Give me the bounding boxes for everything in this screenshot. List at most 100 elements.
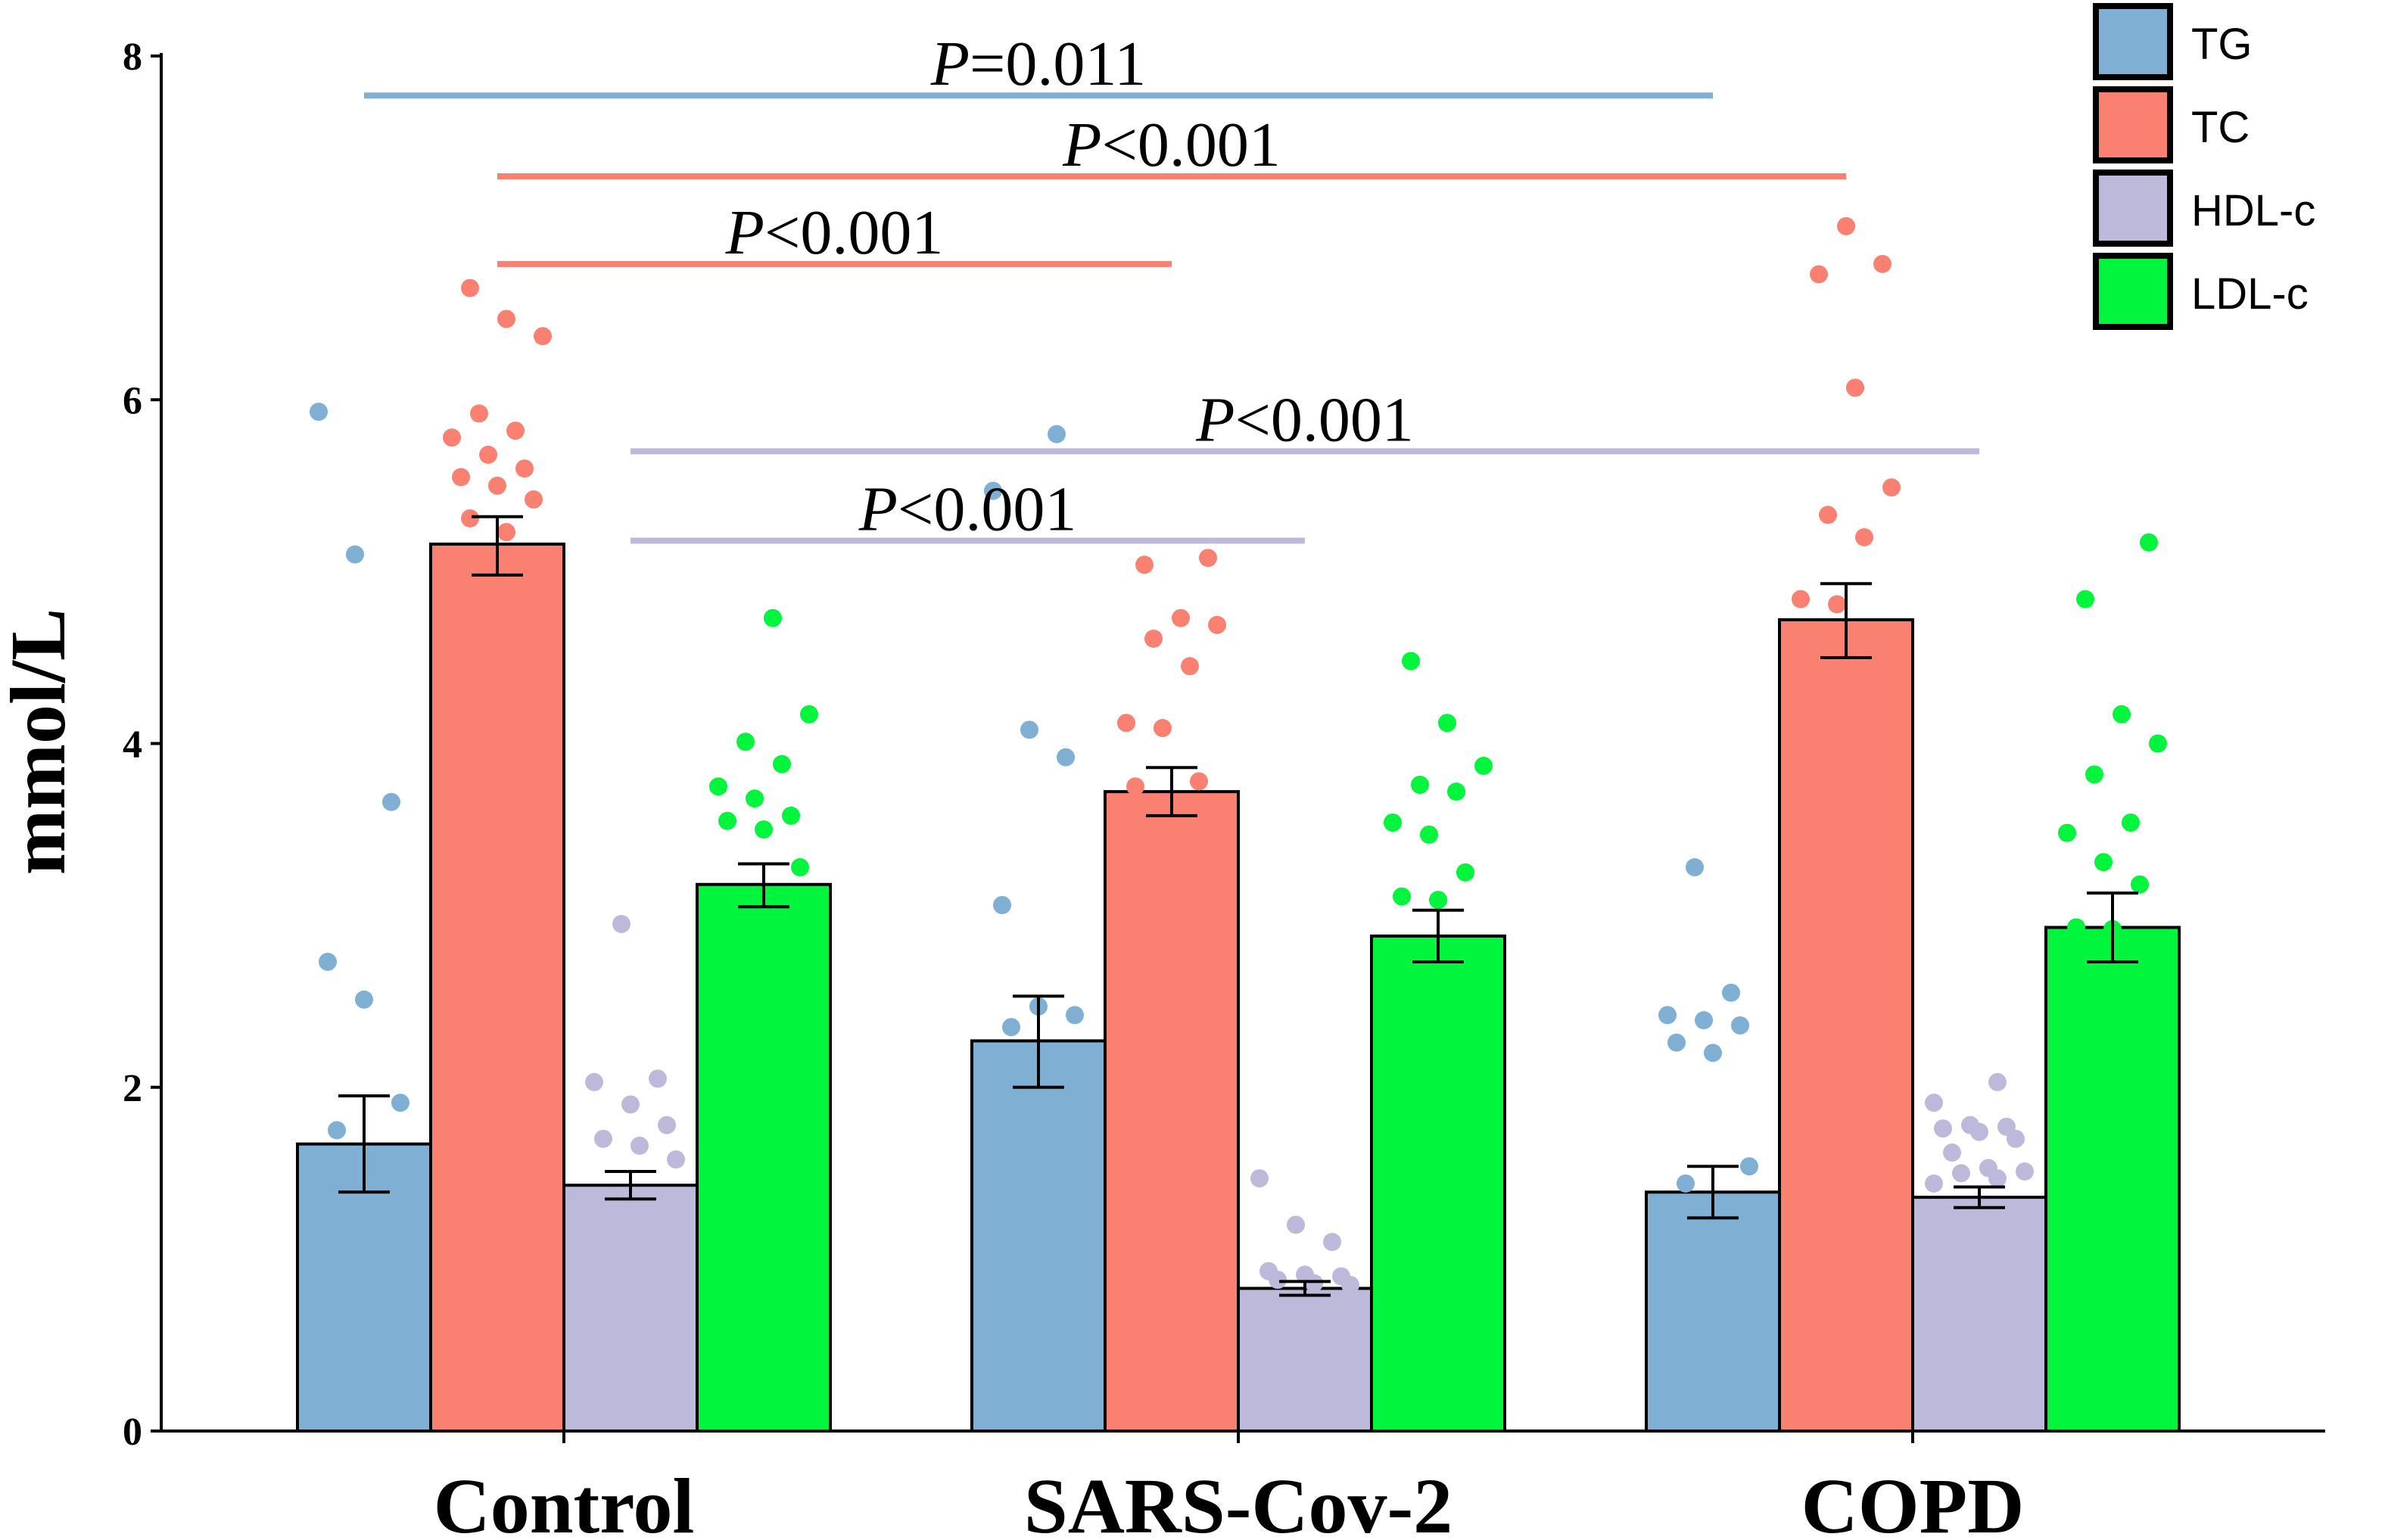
data-point bbox=[1855, 527, 1873, 546]
data-point bbox=[1819, 506, 1837, 524]
data-point bbox=[1420, 825, 1438, 844]
data-point bbox=[993, 895, 1011, 914]
legend-label: TC bbox=[2191, 103, 2250, 152]
data-point bbox=[1341, 1275, 1359, 1294]
bar-tc bbox=[1778, 618, 1914, 1433]
data-point bbox=[1305, 1274, 1323, 1293]
data-point bbox=[1135, 555, 1154, 574]
bar-tc bbox=[429, 543, 565, 1433]
data-point bbox=[2058, 823, 2076, 842]
p-value-label: P<0.001 bbox=[1195, 384, 1414, 455]
data-point bbox=[1731, 1016, 1749, 1034]
data-point bbox=[1846, 378, 1864, 397]
data-point bbox=[1048, 425, 1066, 443]
data-point bbox=[1411, 776, 1429, 795]
bar-ldl-c bbox=[1370, 934, 1506, 1433]
data-point bbox=[594, 1129, 612, 1148]
data-point bbox=[1810, 265, 1828, 284]
significance-annotations: P=0.011 P<0.001 P<0.001 P<0.001 P<0.001 bbox=[364, 29, 1979, 544]
data-point bbox=[1873, 254, 1891, 273]
data-point bbox=[1190, 772, 1208, 791]
y-tick-label: 4 bbox=[123, 723, 142, 767]
y-tick-label: 6 bbox=[123, 379, 142, 422]
y-axis-label: mmol/L bbox=[0, 608, 82, 875]
data-point bbox=[346, 545, 364, 564]
data-point bbox=[585, 1072, 603, 1091]
data-point bbox=[1066, 1006, 1084, 1025]
error-bars bbox=[338, 515, 2138, 1297]
data-point bbox=[1181, 657, 1199, 676]
data-point bbox=[461, 278, 479, 297]
data-point bbox=[355, 990, 373, 1009]
y-tick-label: 2 bbox=[123, 1067, 142, 1110]
x-tick-label: SARS-Cov-2 bbox=[1024, 1463, 1452, 1540]
bar-tg bbox=[1645, 1190, 1781, 1433]
data-point bbox=[1952, 1164, 1970, 1183]
legend: TG TC HDL-c LDL-c bbox=[2093, 3, 2315, 330]
data-point bbox=[1323, 1233, 1341, 1252]
legend-swatch bbox=[2093, 86, 2173, 163]
bar-ldl-c bbox=[2044, 926, 2181, 1433]
data-point bbox=[630, 1136, 649, 1155]
data-point bbox=[525, 490, 543, 509]
bar-hdl-c bbox=[562, 1184, 699, 1433]
data-point bbox=[1172, 608, 1190, 627]
data-point bbox=[2067, 918, 2085, 937]
data-point bbox=[709, 777, 727, 796]
data-point bbox=[1740, 1157, 1758, 1176]
data-point bbox=[1144, 629, 1163, 648]
bar-hdl-c bbox=[1911, 1196, 2047, 1433]
bar-hdl-c bbox=[1237, 1286, 1373, 1433]
data-point bbox=[1837, 216, 1855, 235]
data-point bbox=[1925, 1094, 1943, 1112]
data-points bbox=[310, 216, 2167, 1294]
x-tick-label: COPD bbox=[1801, 1463, 2025, 1540]
data-point bbox=[791, 858, 809, 877]
data-point bbox=[718, 811, 736, 830]
data-point bbox=[497, 523, 515, 542]
data-point bbox=[2085, 765, 2103, 784]
data-point bbox=[1695, 1011, 1713, 1030]
data-point bbox=[391, 1094, 409, 1112]
data-point bbox=[488, 476, 506, 495]
data-point bbox=[782, 806, 800, 825]
data-point bbox=[2140, 533, 2158, 552]
data-point bbox=[1154, 719, 1172, 738]
data-point bbox=[1208, 615, 1226, 634]
data-point bbox=[736, 733, 755, 751]
data-point bbox=[1269, 1271, 1287, 1290]
data-point bbox=[2007, 1129, 2025, 1148]
data-point bbox=[1287, 1215, 1305, 1234]
data-point bbox=[800, 705, 818, 723]
p-value-label: P<0.001 bbox=[1062, 110, 1281, 180]
data-point bbox=[497, 310, 515, 328]
data-point bbox=[443, 428, 461, 447]
bars bbox=[296, 543, 2181, 1433]
data-point bbox=[319, 952, 337, 971]
data-point bbox=[479, 445, 497, 464]
y-tick-label: 8 bbox=[123, 36, 142, 79]
data-point bbox=[1925, 1174, 1943, 1193]
data-point bbox=[612, 914, 630, 933]
data-point bbox=[2016, 1162, 2034, 1181]
data-point bbox=[534, 327, 552, 346]
data-point bbox=[667, 1150, 685, 1169]
data-point bbox=[1828, 595, 1846, 614]
legend-swatch bbox=[2093, 3, 2173, 80]
bar-tc bbox=[1104, 790, 1240, 1433]
data-point bbox=[452, 468, 470, 487]
p-value-label: P=0.011 bbox=[930, 29, 1147, 99]
data-point bbox=[1882, 478, 1901, 497]
data-point bbox=[1126, 777, 1144, 796]
data-point bbox=[1002, 1018, 1020, 1037]
data-point bbox=[1402, 652, 1420, 670]
data-point bbox=[1722, 983, 1740, 1002]
data-point bbox=[515, 459, 534, 478]
data-point bbox=[1057, 748, 1075, 767]
data-point bbox=[382, 792, 400, 811]
x-tick-label: Control bbox=[434, 1463, 695, 1540]
data-point bbox=[1658, 1006, 1677, 1025]
data-point bbox=[1199, 549, 1217, 568]
data-point bbox=[1429, 891, 1447, 910]
